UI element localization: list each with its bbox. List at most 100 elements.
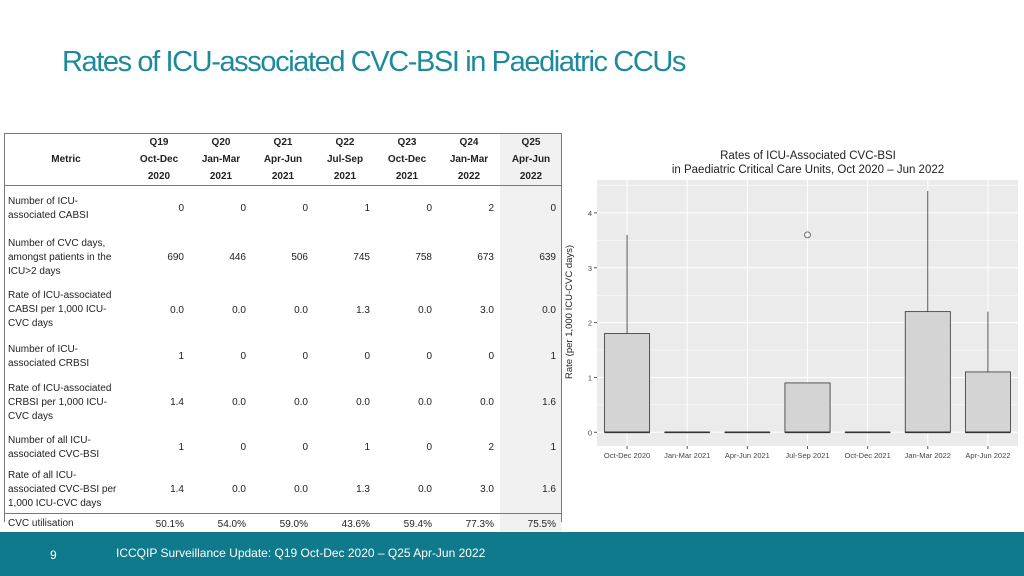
table-row: Number of CVC days, amongst patients in t…	[4, 231, 562, 284]
chart-title: Rates of ICU-Associated CVC-BSI in Paedi…	[598, 149, 1018, 177]
table-cell: 0.0	[294, 304, 308, 316]
metric-header: Metric	[4, 133, 128, 186]
table-cell: 1	[364, 442, 370, 453]
y-tick-label: 3	[588, 264, 592, 273]
row-label-line: CABSI per 1,000 ICU-	[8, 304, 107, 315]
table-cell: 3.0	[480, 304, 494, 316]
y-tick-label: 4	[588, 209, 592, 218]
table-cell: 0.0	[418, 484, 432, 496]
table-cell: 0	[240, 442, 246, 453]
table-cell: 1	[178, 351, 184, 362]
table-row: Rate of all ICU-associated CVC-BSI per 1,…	[4, 466, 562, 514]
row-label-line: Number of all ICU-	[8, 434, 91, 446]
table-cell: 0.0	[480, 397, 494, 408]
table-cell: 2	[488, 203, 494, 215]
table-cell: 0.0	[232, 304, 246, 316]
box	[604, 333, 651, 433]
table-cell: 0	[364, 351, 370, 362]
row-label-line: ICU>2 days	[8, 265, 61, 277]
table-header-row: Metric Q19 Oct-Dec 2020 Q20 Jan-Mar 2021 Q21…	[4, 133, 562, 186]
x-tick-label: Apr-Jun 2021	[725, 451, 770, 460]
table-cell: 1.6	[500, 466, 562, 514]
table-cell: 0.0	[356, 397, 370, 408]
y-tick-label: 1	[588, 373, 592, 382]
chart-title-line-2: in Paediatric Critical Care Units, Oct 2…	[671, 164, 945, 176]
table-cell: 0	[240, 203, 246, 215]
table-cell: 0.0	[500, 283, 562, 337]
table-cell: 0.0	[294, 484, 308, 496]
table-cell: 0	[240, 351, 246, 362]
row-label: Number of CVC days, amongst patients in t…	[4, 232, 128, 284]
box	[964, 371, 1011, 433]
table-cell: 0	[500, 185, 562, 232]
table-cell: 0	[426, 203, 432, 215]
row-label-line: 1,000 ICU-CVC days	[8, 497, 102, 509]
row-label: Number of all ICU-associated CVC-BSI	[4, 429, 128, 467]
page-number: 9	[50, 548, 57, 562]
table-cell: 75.5%	[500, 513, 562, 535]
col-header-q20: Q20 Jan-Mar 2021	[190, 133, 252, 186]
table-cell: 0.0	[170, 304, 184, 316]
table-cell: 0.0	[232, 397, 246, 408]
row-label-line: associated CVC-BSI per	[8, 483, 117, 495]
table-cell: 506	[291, 252, 308, 263]
table-cell: 0	[178, 203, 184, 215]
table-cell: 758	[415, 252, 432, 263]
table-cell: 1.4	[170, 397, 184, 408]
table-row: Rate of ICU-associated CABSI per 1,000 IC…	[4, 283, 562, 337]
col-header-q25: Q25 Apr-Jun 2022	[500, 133, 562, 186]
table-cell: 690	[167, 252, 184, 263]
row-label-line: Number of CVC days,	[8, 237, 106, 249]
table-cell: 1.4	[170, 484, 184, 496]
row-label-line: amongst patients in the	[8, 251, 112, 263]
y-tick-label: 0	[588, 428, 592, 437]
row-label-line: Number of ICU-	[8, 195, 79, 207]
table-cell: 0	[302, 351, 308, 362]
slide-title: Rates of ICU-associated CVC-BSI in Paedi…	[62, 46, 686, 78]
table-cell: 1.3	[356, 484, 370, 496]
table-frame-right	[561, 133, 562, 522]
table-cell: 1	[364, 203, 370, 215]
row-label-line: Rate of ICU-associated	[8, 290, 112, 301]
row-label: Rate of ICU-associated CRBSI per 1,000 IC…	[4, 377, 128, 429]
row-label-line: Number of ICU-	[8, 343, 79, 355]
row-label-line: CRBSI per 1,000 ICU-	[8, 396, 107, 408]
x-tick-label: Oct-Dec 2020	[604, 451, 650, 460]
x-tick-label: Oct-Dec 2021	[845, 451, 891, 460]
table-cell: 745	[353, 252, 370, 263]
x-tick-label: Jul-Sep 2021	[785, 451, 829, 460]
y-tick-label: 2	[588, 319, 592, 328]
footer-bar: 9 ICCQIP Surveillance Update: Q19 Oct-De…	[0, 532, 1024, 576]
table-cell: 1	[178, 442, 184, 453]
chart-title-line-1: Rates of ICU-Associated CVC-BSI	[720, 150, 896, 162]
table-cell: 446	[229, 252, 246, 263]
row-label-line: Rate of ICU-associated	[8, 382, 112, 394]
x-tick-label: Apr-Jun 2022	[965, 451, 1010, 460]
table-row: Rate of ICU-associated CRBSI per 1,000 IC…	[4, 376, 562, 429]
table-cell: 673	[477, 252, 494, 263]
row-label-line: associated CVC-BSI	[8, 448, 100, 460]
table-cell: 0	[426, 351, 432, 362]
x-tick-label: Jan-Mar 2021	[664, 451, 710, 460]
col-header-q23: Q23 Oct-Dec 2021	[376, 133, 438, 186]
row-label: Number of ICU-associated CABSI	[4, 186, 128, 232]
table-cell: 1.3	[356, 304, 370, 316]
y-axis-label: Rate (per 1,000 ICU-CVC days)	[564, 245, 575, 379]
box	[784, 382, 831, 433]
row-label-line: associated CRBSI	[8, 357, 90, 369]
table-cell: 2	[488, 442, 494, 453]
x-tick-label: Jan-Mar 2022	[905, 451, 951, 460]
row-label-line: associated CABSI	[8, 209, 89, 221]
row-label-line: CVC days	[8, 410, 54, 422]
table-cell: 1	[500, 336, 562, 377]
table-cell: 639	[500, 231, 562, 284]
col-header-q19: Q19 Oct-Dec 2020	[128, 133, 190, 186]
table-cell: 0	[302, 442, 308, 453]
row-label-line: CVC days	[8, 318, 54, 329]
row-label-line: CVC utilisation	[8, 518, 74, 529]
metrics-table: Metric Q19 Oct-Dec 2020 Q20 Jan-Mar 2021 Q21…	[4, 133, 562, 535]
table-row: Number of ICU-associated CRBSI 1 0 0 0 0 0 1	[4, 336, 562, 377]
row-label: Number of ICU-associated CRBSI	[4, 337, 128, 377]
col-header-q21: Q21 Apr-Jun 2021	[252, 133, 314, 186]
row-label: Rate of all ICU-associated CVC-BSI per 1,…	[4, 467, 128, 514]
